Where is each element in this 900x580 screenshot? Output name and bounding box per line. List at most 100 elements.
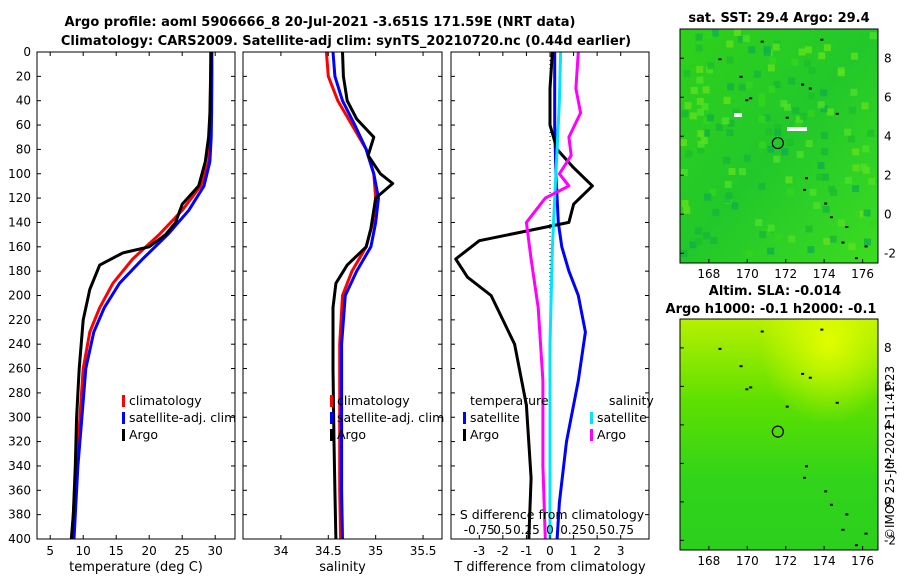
y-tick-label: 4 <box>884 418 892 432</box>
sst-pixel <box>705 31 713 39</box>
sst-pixel <box>837 69 845 77</box>
y-tick-label: 8 <box>884 51 892 65</box>
y-tick-label: 100 <box>8 167 31 181</box>
x-tick-label: 172 <box>774 554 797 568</box>
salinity-profile-panel: 34 34.5 35 35.5 salinity climatology satellite… <box>242 51 444 575</box>
sst-pixel <box>683 206 691 214</box>
island-mark <box>760 40 764 43</box>
island-mark <box>745 99 749 102</box>
difference-profile-panel: -3 -2 -1 0 1 2 3 T difference from climatology t… <box>450 51 654 575</box>
sst-pixel <box>701 103 709 111</box>
sst-pixel <box>773 155 781 163</box>
y-tick-label: 280 <box>8 386 31 400</box>
difference-profile-plot-area <box>454 52 594 539</box>
x-tick-label: 2 <box>593 544 601 558</box>
sst-pixel <box>733 29 741 36</box>
sst-pixel <box>822 173 829 181</box>
sst-pixel <box>681 199 689 207</box>
legend-label: climatology <box>337 393 410 408</box>
sst-pixel <box>753 70 761 78</box>
sst-pixel <box>791 58 799 66</box>
island-mark <box>801 83 805 86</box>
sst-pixel <box>690 87 698 94</box>
sst-pixel <box>822 205 830 213</box>
y-tick-label: 0 <box>884 207 892 221</box>
sst-pixel <box>689 112 697 120</box>
legend-label: Argo <box>597 427 626 442</box>
sst-pixel <box>707 62 715 70</box>
sst-pixel <box>758 93 766 101</box>
y-tick-label: 2 <box>884 456 892 470</box>
sst-pixel <box>792 107 800 114</box>
sst-pixel <box>774 129 782 137</box>
sst-pixel <box>848 135 855 143</box>
sst-pixel <box>769 57 777 65</box>
island-mark <box>804 177 808 180</box>
watermark: ©IMOS 25-Jul-2021 11:41:23 <box>883 366 897 540</box>
x-axis-label: T difference from climatology <box>453 560 646 575</box>
legend-label: satellite <box>597 410 647 425</box>
island-mark <box>739 365 743 368</box>
sst-pixel <box>805 225 813 233</box>
sst-pixel <box>694 227 702 235</box>
y-tick-label: -2 <box>884 246 896 260</box>
x-tick-label: 20 <box>142 544 157 558</box>
y-tick-label: 180 <box>8 264 31 278</box>
sst-pixel <box>813 202 821 210</box>
series-satellite-adj-clim <box>331 52 380 539</box>
sst-pixel <box>726 56 734 64</box>
sst-pixel <box>805 140 813 147</box>
sst-pixel <box>758 99 766 107</box>
sst-pixel <box>867 129 875 137</box>
legend-label: satellite-adj. clim <box>129 410 236 425</box>
sst-pixel <box>786 139 794 147</box>
legend-label: satellite-adj. clim <box>337 410 444 425</box>
sst-pixel <box>728 168 736 175</box>
island-mark <box>864 245 868 248</box>
sla-map-frame <box>679 318 879 551</box>
sst-pixel <box>823 44 831 52</box>
island-mark <box>824 202 828 205</box>
s-axis-label: S difference from climatology <box>460 507 645 522</box>
sst-map-frame <box>679 28 879 264</box>
series-climatology <box>70 52 213 539</box>
sst-pixel <box>702 86 710 94</box>
sst-pixel <box>809 188 817 196</box>
sst-pixel <box>864 238 871 246</box>
sst-pixel <box>738 83 746 91</box>
x-tick-label: 176 <box>851 267 874 281</box>
sst-pixel <box>781 148 789 156</box>
sst-pixel <box>821 148 829 156</box>
island-mark <box>841 528 845 531</box>
y-tick-label: 220 <box>8 313 31 327</box>
sst-pixel <box>725 192 733 200</box>
sst-pixel <box>727 119 735 127</box>
sst-pixel <box>700 137 708 144</box>
sst-pixel <box>826 108 834 116</box>
sst-pixel <box>748 46 756 54</box>
sst-pixel <box>697 130 705 138</box>
s-tick-label: -0.75 <box>464 523 495 537</box>
island-mark <box>785 405 789 408</box>
sst-pixel <box>724 196 732 204</box>
sst-pixel <box>850 88 858 96</box>
island-mark <box>808 87 812 90</box>
island-mark <box>718 58 722 61</box>
sst-pixel <box>689 241 697 249</box>
sst-pixel <box>773 81 781 88</box>
sst-pixel <box>780 100 788 108</box>
sst-pixel <box>767 64 775 72</box>
y-tick-label: 4 <box>884 129 892 143</box>
x-tick-label: 25 <box>175 544 190 558</box>
sst-pixel <box>738 168 746 176</box>
sst-pixel <box>808 67 816 75</box>
legend-swatch <box>463 412 466 424</box>
legend-swatch <box>122 412 125 424</box>
legend-label: Argo <box>337 427 366 442</box>
y-tick-label: 8 <box>884 341 892 355</box>
island-mark <box>829 216 833 219</box>
sst-pixel <box>759 231 767 239</box>
s-tick-label: 0.5 <box>588 523 607 537</box>
sst-pixel <box>765 128 773 136</box>
sst-pixel <box>702 129 710 137</box>
